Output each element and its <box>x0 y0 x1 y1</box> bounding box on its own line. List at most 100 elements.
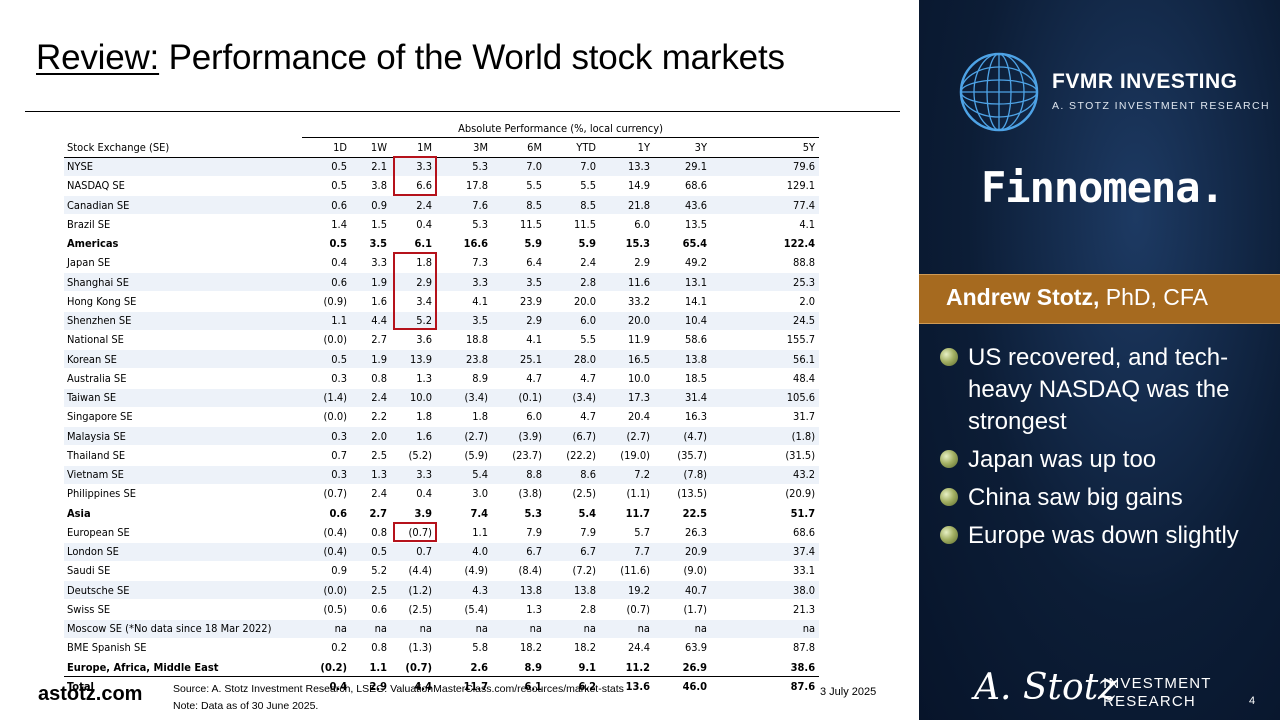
cell-1d: 0.6 <box>302 272 351 293</box>
column-header-1d: 1D <box>302 137 351 158</box>
cell-1w: 3.5 <box>351 233 391 254</box>
table-row: European SE (0.4) 0.8 (0.7) 1.1 7.9 7.9 5.7 26.3… <box>64 522 820 543</box>
cell-3m: 17.8 <box>436 176 492 197</box>
cell-1m: 3.4 <box>391 291 436 312</box>
cell-3y: 22.5 <box>654 502 711 524</box>
cell-ytd: 5.4 <box>546 502 600 524</box>
cell-1w: 2.9 <box>351 676 391 697</box>
table-row: NYSE 0.5 2.1 3.3 5.3 7.0 7.0 13.3 29.1 79.6 <box>64 157 820 177</box>
cell-5y: 2.0 <box>711 291 820 312</box>
cell-1y: (1.1) <box>600 484 654 505</box>
table-group-header-row: Absolute Performance (%, local currency) <box>64 119 820 139</box>
cell-5y: 87.6 <box>711 676 820 697</box>
cell-5y: 48.4 <box>711 368 820 389</box>
cell-5y: 43.2 <box>711 465 820 485</box>
cell-ytd: 5.5 <box>546 176 600 197</box>
cell-6m: 13.8 <box>492 580 546 601</box>
cell-1d: 1.4 <box>302 214 351 235</box>
cell-3y: (13.5) <box>654 484 711 505</box>
cell-6m: 8.5 <box>492 195 546 216</box>
row-label: NYSE <box>64 157 302 177</box>
cell-6m: 11.5 <box>492 214 546 235</box>
cell-1y: 17.3 <box>600 388 654 408</box>
row-label: Japan SE <box>64 253 302 274</box>
cell-3m: 3.0 <box>436 484 492 505</box>
row-label: Hong Kong SE <box>64 291 302 312</box>
cell-6m: 2.9 <box>492 311 546 331</box>
cell-1w: 2.2 <box>351 407 391 428</box>
site-url[interactable]: astotz.com <box>38 683 143 705</box>
cell-1y: 24.4 <box>600 638 654 659</box>
bullet-icon <box>940 488 958 506</box>
cell-1w: 2.5 <box>351 445 391 466</box>
cell-1w: 2.0 <box>351 426 391 447</box>
cell-1m: 0.4 <box>391 484 436 505</box>
table-row: Swiss SE (0.5) 0.6 (2.5) (5.4) 1.3 2.8 (0.7) (1.… <box>64 599 820 620</box>
cell-1y: 21.8 <box>600 195 654 216</box>
cell-6m: 8.9 <box>492 656 546 678</box>
table-row: Moscow SE (*No data since 18 Mar 2022) na… <box>64 619 820 639</box>
row-label: Taiwan SE <box>64 388 302 408</box>
row-label: Australia SE <box>64 368 302 389</box>
cell-ytd: na <box>546 619 600 639</box>
cell-3m: 5.3 <box>436 214 492 235</box>
cell-5y: 38.0 <box>711 580 820 601</box>
cell-3y: 46.0 <box>654 676 711 697</box>
highlight-box <box>393 521 437 542</box>
cell-ytd: 28.0 <box>546 349 600 370</box>
cell-3y: 18.5 <box>654 368 711 389</box>
cell-3m: 3.5 <box>436 311 492 331</box>
cell-1y: (11.6) <box>600 561 654 582</box>
cell-ytd: (7.2) <box>546 561 600 582</box>
cell-3m: (5.4) <box>436 599 492 620</box>
row-label: Deutsche SE <box>64 580 302 601</box>
cell-1m: (1.2) <box>391 580 436 601</box>
cell-ytd: 11.5 <box>546 214 600 235</box>
cell-5y: 88.8 <box>711 253 820 274</box>
title-divider <box>25 111 900 112</box>
cell-6m: (3.8) <box>492 484 546 505</box>
cell-3m: 7.6 <box>436 195 492 216</box>
cell-3m: 5.4 <box>436 465 492 485</box>
cell-3m: 1.8 <box>436 407 492 428</box>
cell-ytd: 5.5 <box>546 330 600 351</box>
cell-1w: 0.9 <box>351 195 391 216</box>
table-row: NASDAQ SE 0.5 3.8 6.6 17.8 5.5 5.5 14.9 68.6 129.… <box>64 176 820 197</box>
cell-ytd: (6.7) <box>546 426 600 447</box>
cell-1d: (0.4) <box>302 542 351 562</box>
cell-6m: 5.9 <box>492 233 546 254</box>
cell-3y: 65.4 <box>654 233 711 254</box>
cell-1d: 0.3 <box>302 465 351 485</box>
table-row: London SE (0.4) 0.5 0.7 4.0 6.7 6.7 7.7 20.9 37.4 <box>64 542 820 562</box>
cell-3y: 40.7 <box>654 580 711 601</box>
bullet-icon <box>940 526 958 544</box>
cell-6m: 6.0 <box>492 407 546 428</box>
cell-1m: 3.3 <box>391 465 436 485</box>
row-label: Vietnam SE <box>64 465 302 485</box>
cell-1m: 6.1 <box>391 233 436 254</box>
region-row: Europe, Africa, Middle East (0.2) 1.1 (0.7)… <box>64 656 820 678</box>
key-point-text: China saw big gains <box>968 484 1183 511</box>
cell-ytd: 5.9 <box>546 233 600 254</box>
cell-1y: (0.7) <box>600 599 654 620</box>
presenter-bar: Andrew Stotz, PhD, CFA <box>919 274 1280 324</box>
table-row: Korean SE 0.5 1.9 13.9 23.8 25.1 28.0 16.5 13.8 5… <box>64 349 820 370</box>
cell-1y: 7.7 <box>600 542 654 562</box>
cell-1m: (0.7) <box>391 656 436 678</box>
table-row: Shenzhen SE 1.1 4.4 5.2 3.5 2.9 6.0 20.0 10.4 24.… <box>64 311 820 331</box>
cell-1y: 11.7 <box>600 502 654 524</box>
cell-1w: 2.5 <box>351 580 391 601</box>
column-header-3m: 3M <box>436 137 492 158</box>
cell-1d: 0.2 <box>302 638 351 659</box>
cell-5y: (20.9) <box>711 484 820 505</box>
cell-1d: (0.0) <box>302 407 351 428</box>
brand-subtitle: A. STOTZ INVESTMENT RESEARCH <box>1052 100 1270 112</box>
cell-3m: 5.3 <box>436 157 492 177</box>
cell-1m: 2.4 <box>391 195 436 216</box>
cell-1y: 11.9 <box>600 330 654 351</box>
cell-3y: (1.7) <box>654 599 711 620</box>
column-header-ytd: YTD <box>546 137 600 158</box>
source-text: Source: A. Stotz Investment Research, LS… <box>173 683 624 695</box>
cell-5y: na <box>711 619 820 639</box>
cell-6m: (23.7) <box>492 445 546 466</box>
